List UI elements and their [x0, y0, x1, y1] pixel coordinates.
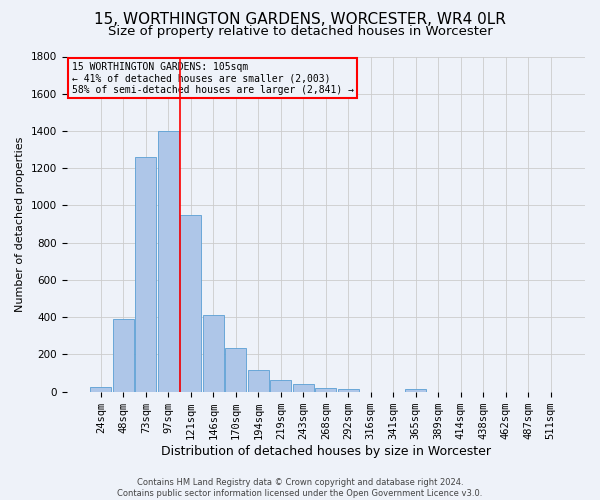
Y-axis label: Number of detached properties: Number of detached properties: [15, 136, 25, 312]
Bar: [293, 384, 314, 392]
Text: Size of property relative to detached houses in Worcester: Size of property relative to detached ho…: [107, 25, 493, 38]
Text: 15, WORTHINGTON GARDENS, WORCESTER, WR4 0LR: 15, WORTHINGTON GARDENS, WORCESTER, WR4 …: [94, 12, 506, 28]
Bar: [180, 215, 202, 392]
Bar: [225, 348, 247, 392]
Bar: [203, 316, 224, 392]
Bar: [315, 388, 337, 392]
Bar: [135, 157, 157, 392]
Bar: [158, 131, 179, 392]
Bar: [405, 389, 427, 392]
Bar: [338, 389, 359, 392]
Bar: [270, 380, 292, 392]
Bar: [248, 370, 269, 392]
Text: 15 WORTHINGTON GARDENS: 105sqm
← 41% of detached houses are smaller (2,003)
58% : 15 WORTHINGTON GARDENS: 105sqm ← 41% of …: [72, 62, 354, 94]
Text: Contains HM Land Registry data © Crown copyright and database right 2024.
Contai: Contains HM Land Registry data © Crown c…: [118, 478, 482, 498]
Bar: [113, 319, 134, 392]
X-axis label: Distribution of detached houses by size in Worcester: Distribution of detached houses by size …: [161, 444, 491, 458]
Bar: [90, 387, 112, 392]
